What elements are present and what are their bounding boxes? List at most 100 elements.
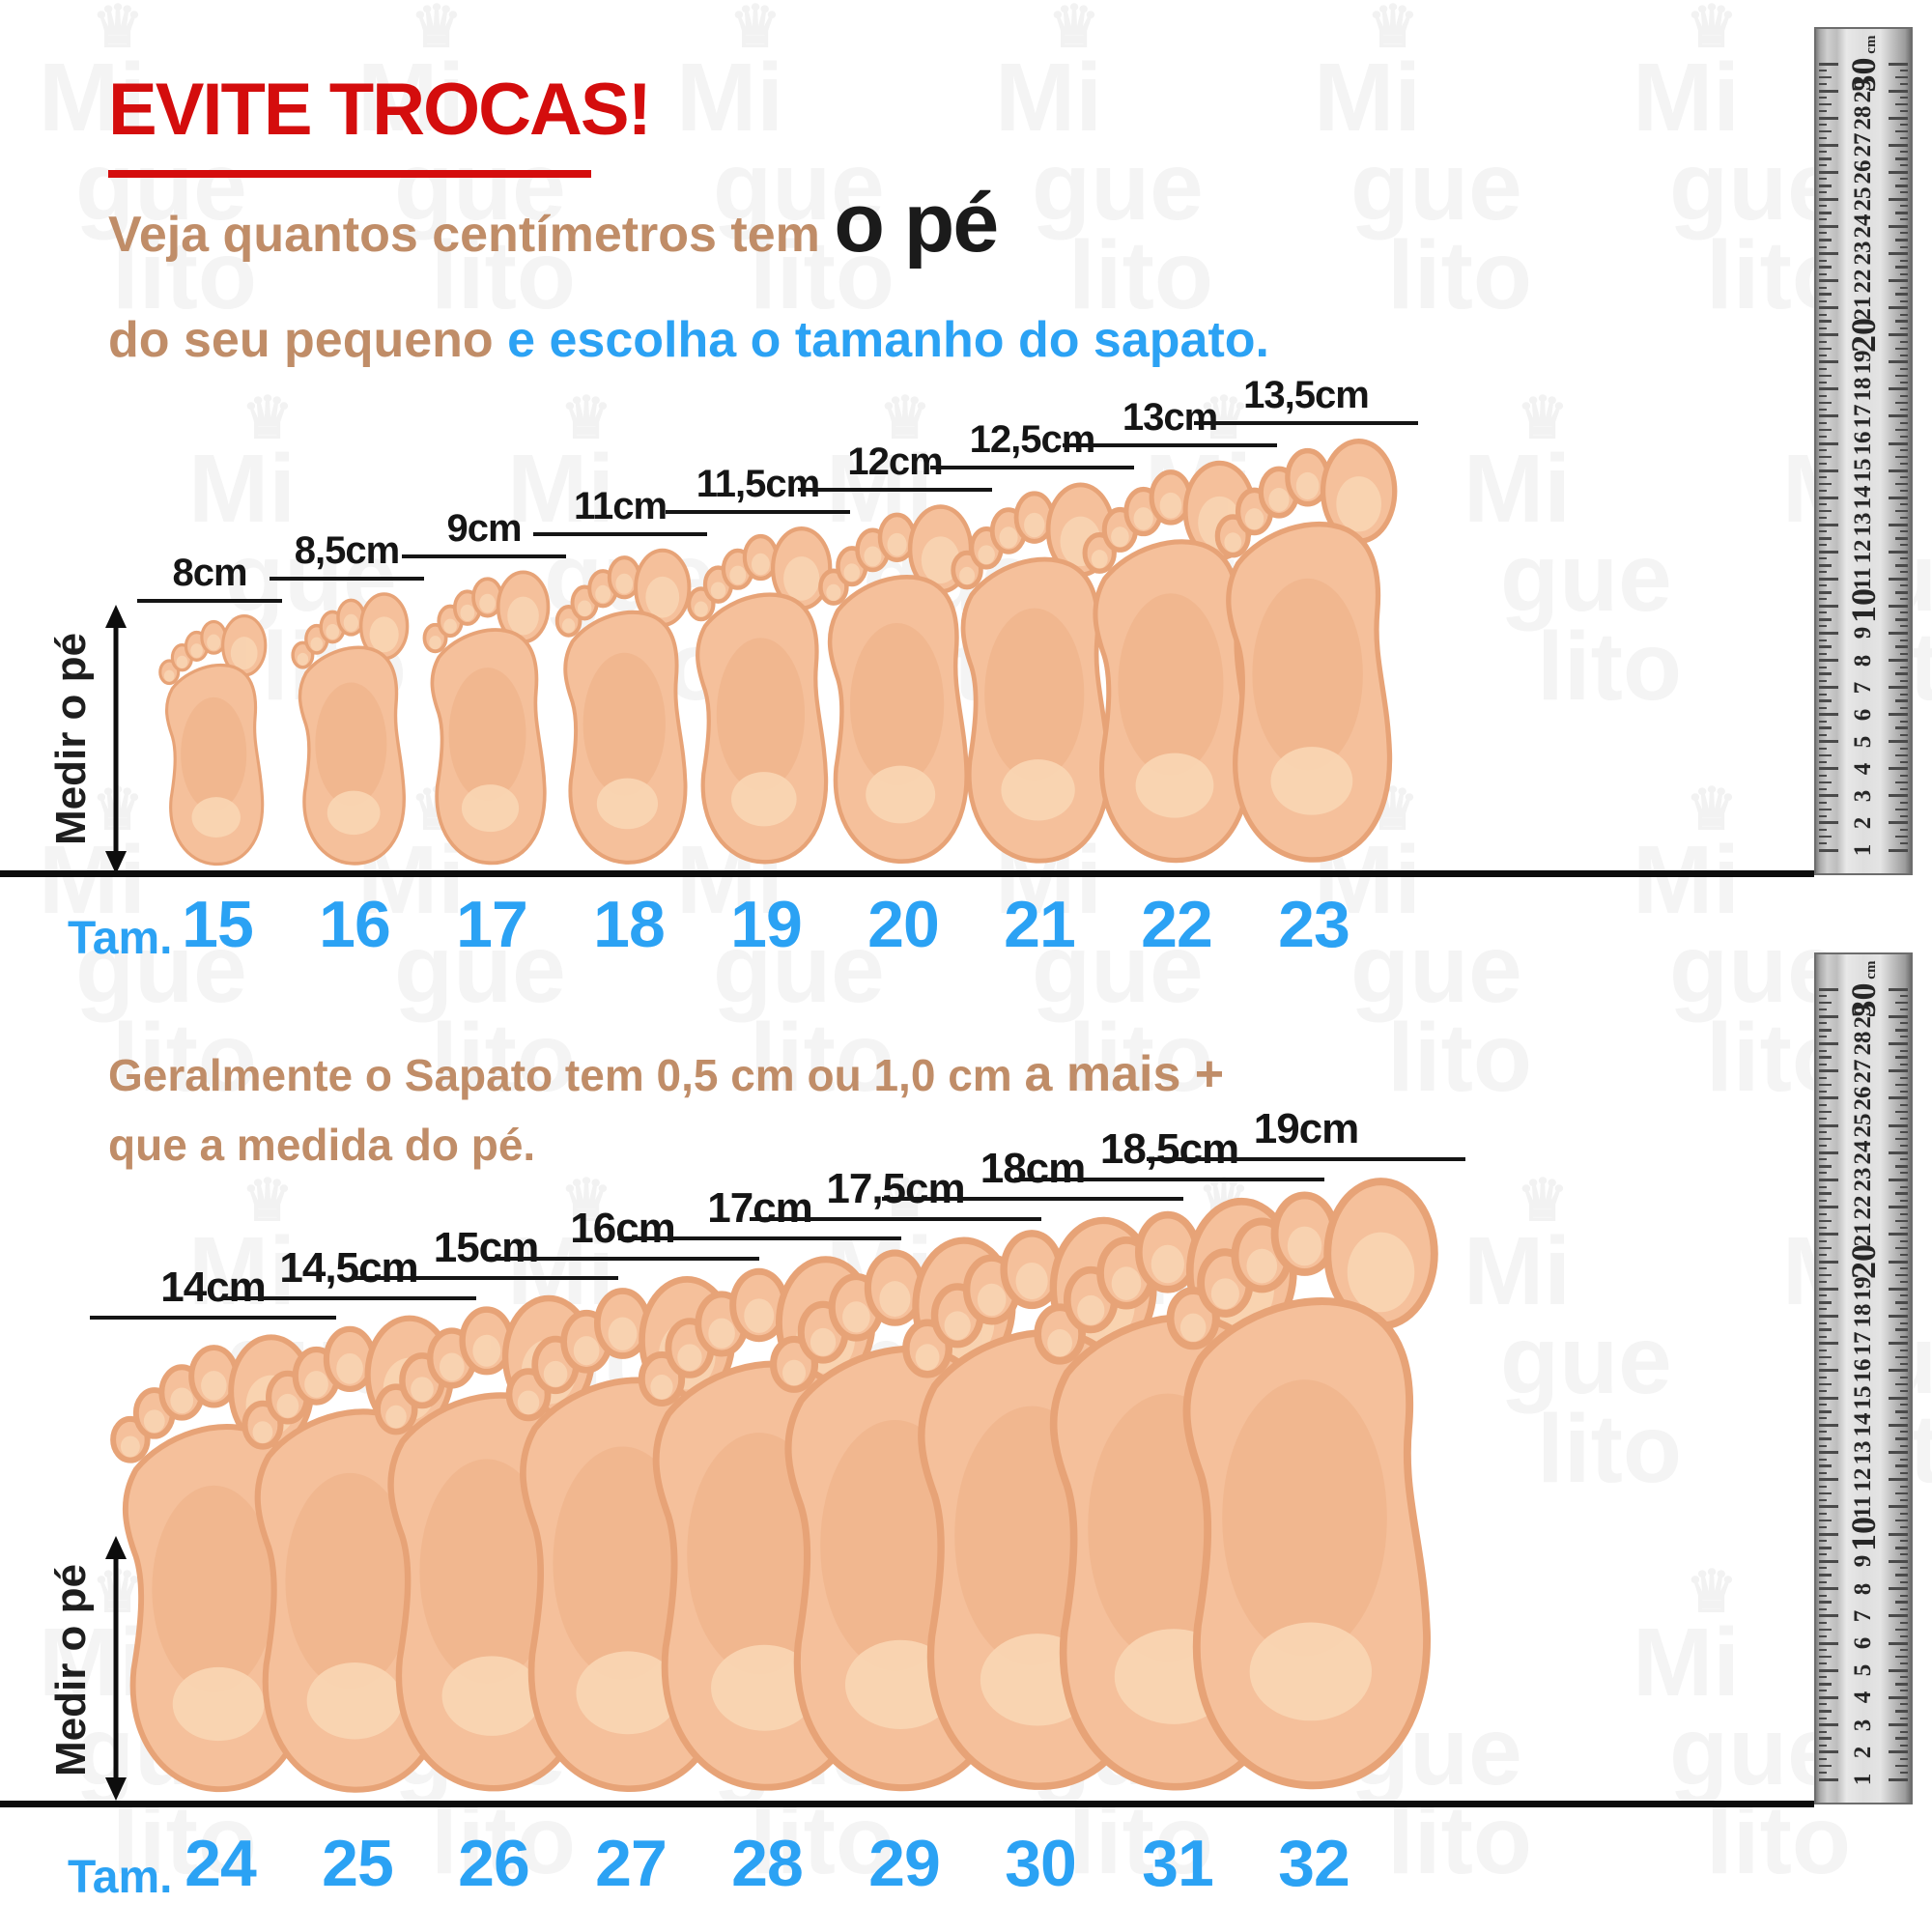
ruler-tick [1819,1559,1838,1563]
ruler-tick [1900,1690,1908,1692]
ruler-tick [1900,1172,1908,1175]
ruler-tick [1895,591,1908,594]
foot-length-label-29: 17,5cm [750,1165,1041,1221]
ruler-number-25: 25 [1850,1113,1876,1138]
ruler-tick [1819,224,1838,228]
foot-size-19 [684,523,847,870]
foot-illustration [951,482,1116,864]
ruler-tick [1819,1464,1832,1467]
ruler-tick [1900,367,1908,370]
note-line1-part-0: Geralmente o Sapato tem 0,5 cm ou 1,0 cm [108,1050,1025,1100]
ruler-tick [1819,577,1838,581]
ruler-tick [1819,1233,1838,1236]
ruler-tick [1900,611,1908,614]
ruler-tick [1900,1036,1908,1038]
ruler-tick [1819,75,1832,79]
ruler-tick [1900,1158,1908,1161]
ruler-tick [1895,1437,1908,1440]
ruler-tick [1900,1131,1908,1134]
ruler-tick [1889,496,1908,499]
ruler-tick [1889,1206,1908,1209]
ruler-number-22: 22 [1850,1195,1876,1220]
double-arrow-icon [105,605,127,874]
ruler-number-28: 28 [1850,1031,1876,1056]
ruler-tick [1819,1301,1832,1304]
ruler-tick [1889,333,1908,337]
ruler-tick [1895,672,1908,675]
ruler-tick [1819,1172,1827,1175]
ruler-tick [1819,639,1827,641]
ruler-tick [1900,245,1908,248]
ruler-tick [1819,1145,1827,1148]
ruler-tick [1819,747,1827,750]
ruler-tick [1819,157,1832,160]
ruler-tick [1819,1185,1827,1188]
ruler-number-24: 24 [1850,213,1876,239]
shoe-size-23: 23 [1278,888,1350,961]
ruler-tick [1889,740,1908,744]
ruler-number-12: 12 [1850,1467,1876,1492]
ruler-tick [1819,1649,1827,1651]
ruler-tick [1900,1676,1908,1679]
ruler-tick [1819,523,1838,526]
ruler-tick [1895,835,1908,838]
ruler-number-24: 24 [1850,1140,1876,1165]
ruler-tick [1819,604,1838,608]
ruler-number-7: 7 [1850,681,1876,694]
ruler-tick [1819,1764,1832,1768]
ruler-tick [1819,1478,1838,1482]
ruler-tick [1889,848,1908,852]
ruler-tick [1819,340,1827,343]
ruler-tick [1819,753,1832,756]
ruler-tick [1819,1199,1827,1202]
ruler-tick [1900,1621,1908,1624]
ruler-tick [1819,598,1827,601]
foot-illustration [291,592,410,866]
ruler-unit: cm [1863,960,1879,983]
ruler-tick [1819,1137,1832,1141]
ruler-tick [1889,1559,1908,1563]
ruler-tick [1900,259,1908,262]
ruler-tick [1819,726,1832,729]
foot-illustration [158,613,268,867]
ruler-tick [1819,185,1832,187]
shoe-size-17: 17 [456,888,528,961]
ruler-tick [1819,1404,1827,1406]
ruler-tick [1819,645,1832,648]
ruler-tick [1819,1083,1832,1086]
ruler-tick [1819,1049,1827,1052]
ruler-tick [1900,1118,1908,1120]
ruler-tick [1819,387,1838,391]
ruler-tick [1819,110,1827,113]
ruler-tick [1819,1580,1827,1583]
ruler-tick [1819,672,1832,675]
ruler-number-29: 29 [1850,1004,1876,1029]
ruler-tick [1889,1505,1908,1509]
note-line1: Geralmente o Sapato tem 0,5 cm ou 1,0 cm… [108,1045,1224,1103]
ruler-tick [1900,354,1908,356]
ruler-tick [1819,679,1827,682]
shoe-size-27: 27 [595,1827,668,1900]
ruler-tick [1819,760,1827,763]
ruler-tick [1895,1574,1908,1577]
ruler-tick [1895,1710,1908,1713]
ruler-tick [1819,995,1827,998]
ruler-tick [1900,1185,1908,1188]
ruler-tick [1819,1628,1832,1632]
ruler-tick [1819,1634,1827,1637]
ruler-tick [1900,1090,1908,1093]
ruler-tick [1819,496,1838,499]
ruler-tick [1819,1423,1838,1427]
ruler-tick [1889,1587,1908,1591]
ruler-tick [1819,1750,1838,1754]
ruler-tick [1889,550,1908,554]
ruler-tick [1819,83,1827,86]
ruler-tick [1900,299,1908,302]
ruler-tick [1819,1041,1838,1045]
ruler-tick [1819,1192,1832,1195]
ruler-tick [1819,693,1827,696]
ruler-tick [1900,1335,1908,1338]
ruler-tick [1895,1192,1908,1195]
ruler-tick [1895,75,1908,79]
